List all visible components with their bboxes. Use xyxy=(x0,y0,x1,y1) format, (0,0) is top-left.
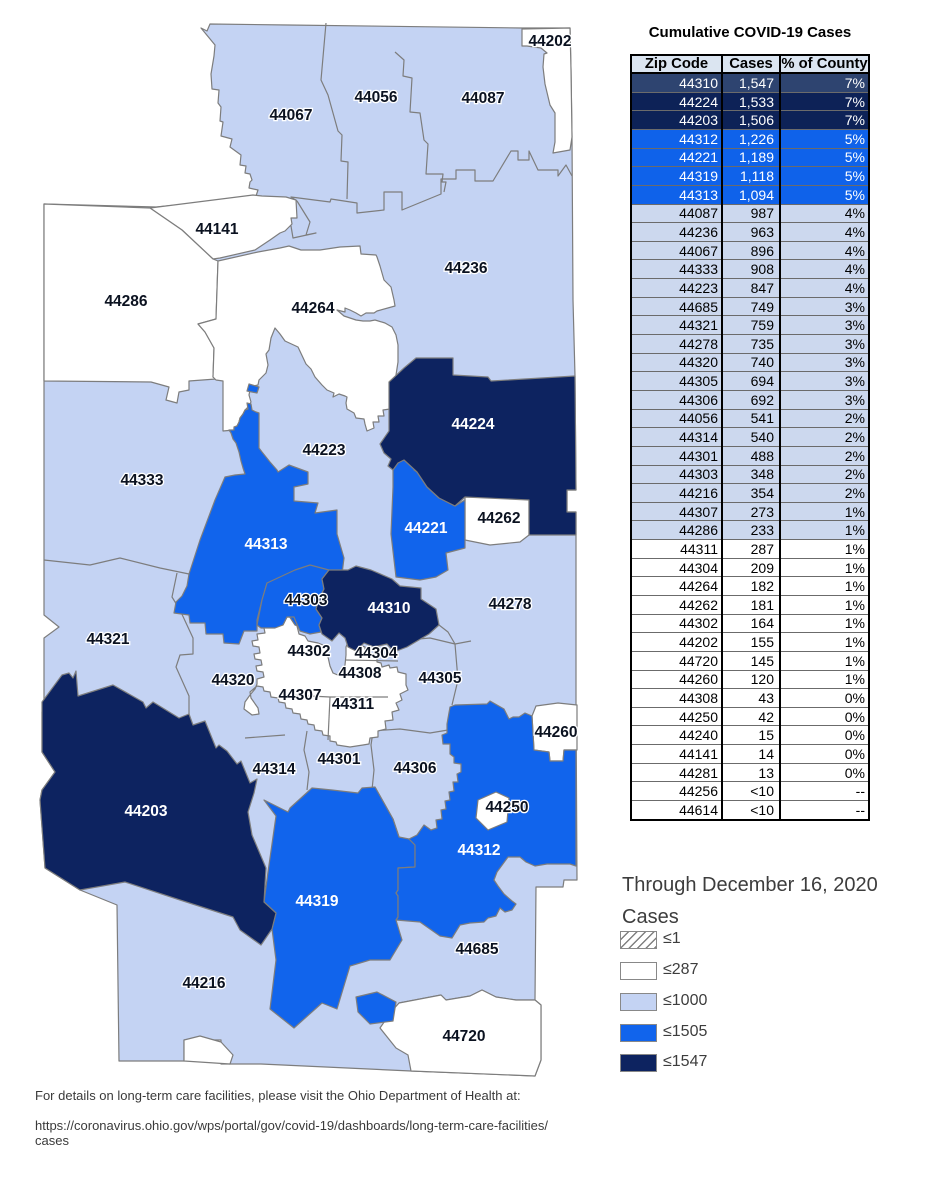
svg-text:44320: 44320 xyxy=(211,672,254,689)
svg-text:44313: 44313 xyxy=(244,536,287,553)
svg-text:44202: 44202 xyxy=(528,33,571,50)
svg-text:44310: 44310 xyxy=(367,600,410,617)
svg-text:44223: 44223 xyxy=(302,442,345,459)
svg-text:44067: 44067 xyxy=(269,107,312,124)
svg-text:44203: 44203 xyxy=(124,803,167,820)
svg-text:44308: 44308 xyxy=(338,665,381,682)
svg-text:44333: 44333 xyxy=(120,472,163,489)
svg-text:44720: 44720 xyxy=(442,1028,485,1045)
svg-text:44311: 44311 xyxy=(332,696,375,713)
svg-text:44278: 44278 xyxy=(488,596,531,613)
svg-text:44221: 44221 xyxy=(404,520,447,537)
svg-text:44264: 44264 xyxy=(291,300,334,317)
svg-text:44260: 44260 xyxy=(534,724,577,741)
svg-text:44141: 44141 xyxy=(195,221,238,238)
svg-text:44250: 44250 xyxy=(485,799,528,816)
svg-text:44314: 44314 xyxy=(252,761,295,778)
svg-text:44685: 44685 xyxy=(455,941,498,958)
svg-text:44306: 44306 xyxy=(393,760,436,777)
svg-text:44216: 44216 xyxy=(182,975,225,992)
svg-text:44305: 44305 xyxy=(418,670,461,687)
svg-text:44312: 44312 xyxy=(457,842,500,859)
svg-text:44262: 44262 xyxy=(477,510,520,527)
svg-text:44307: 44307 xyxy=(278,687,321,704)
svg-text:44304: 44304 xyxy=(354,645,397,662)
svg-text:44224: 44224 xyxy=(451,416,494,433)
svg-text:44301: 44301 xyxy=(317,751,360,768)
svg-text:44286: 44286 xyxy=(104,293,147,310)
svg-text:44056: 44056 xyxy=(354,89,397,106)
svg-text:44236: 44236 xyxy=(444,260,487,277)
svg-text:44302: 44302 xyxy=(287,643,330,660)
svg-text:44321: 44321 xyxy=(86,631,129,648)
svg-text:44319: 44319 xyxy=(295,893,338,910)
svg-text:44303: 44303 xyxy=(284,592,327,609)
svg-text:44087: 44087 xyxy=(461,90,504,107)
